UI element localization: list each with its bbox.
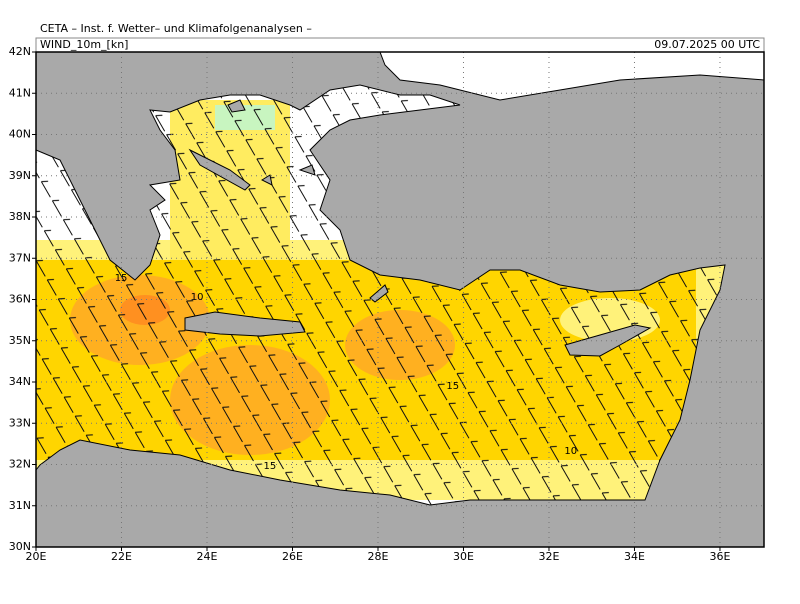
rhodes <box>369 284 389 303</box>
crete <box>184 311 306 337</box>
lon-tick-label: 24E <box>197 550 218 563</box>
lat-tick-label: 39N <box>9 169 31 182</box>
contour-label: 15 <box>115 273 128 284</box>
lon-tick-label: 26E <box>282 550 303 563</box>
lat-tick-label: 30N <box>9 540 31 553</box>
contour-label: 10 <box>191 292 204 303</box>
cyprus <box>564 324 652 357</box>
header-title: CETA – Inst. f. Wetter– und Klimafolgena… <box>40 22 312 35</box>
lon-tick-label: 30E <box>453 550 474 563</box>
lat-tick-label: 36N <box>9 293 31 306</box>
lat-tick-label: 40N <box>9 128 31 141</box>
contour-label: 15 <box>446 381 459 392</box>
lat-tick-label: 41N <box>9 86 31 99</box>
lon-tick-label: 22E <box>111 550 132 563</box>
lon-tick-label: 28E <box>368 550 389 563</box>
lat-tick-label: 42N <box>9 45 31 58</box>
lon-tick-label: 32E <box>539 550 560 563</box>
lat-tick-label: 38N <box>9 210 31 223</box>
field-label: WIND_10m_[kn] <box>40 38 128 51</box>
valid-time: 09.07.2025 00 UTC <box>654 38 760 51</box>
lon-tick-label: 20E <box>26 550 47 563</box>
lat-tick-label: 35N <box>9 334 31 347</box>
islands <box>227 99 316 186</box>
lat-tick-label: 32N <box>9 458 31 471</box>
contour-label: 10 <box>564 446 577 457</box>
contour-label: 15 <box>263 461 276 472</box>
lon-tick-label: 36E <box>709 550 730 563</box>
lon-tick-label: 34E <box>624 550 645 563</box>
lat-tick-label: 33N <box>9 416 31 429</box>
lat-tick-label: 37N <box>9 251 31 264</box>
coastline <box>35 84 726 506</box>
lat-tick-label: 31N <box>9 499 31 512</box>
euboea <box>188 148 251 191</box>
lat-tick-label: 34N <box>9 375 31 388</box>
